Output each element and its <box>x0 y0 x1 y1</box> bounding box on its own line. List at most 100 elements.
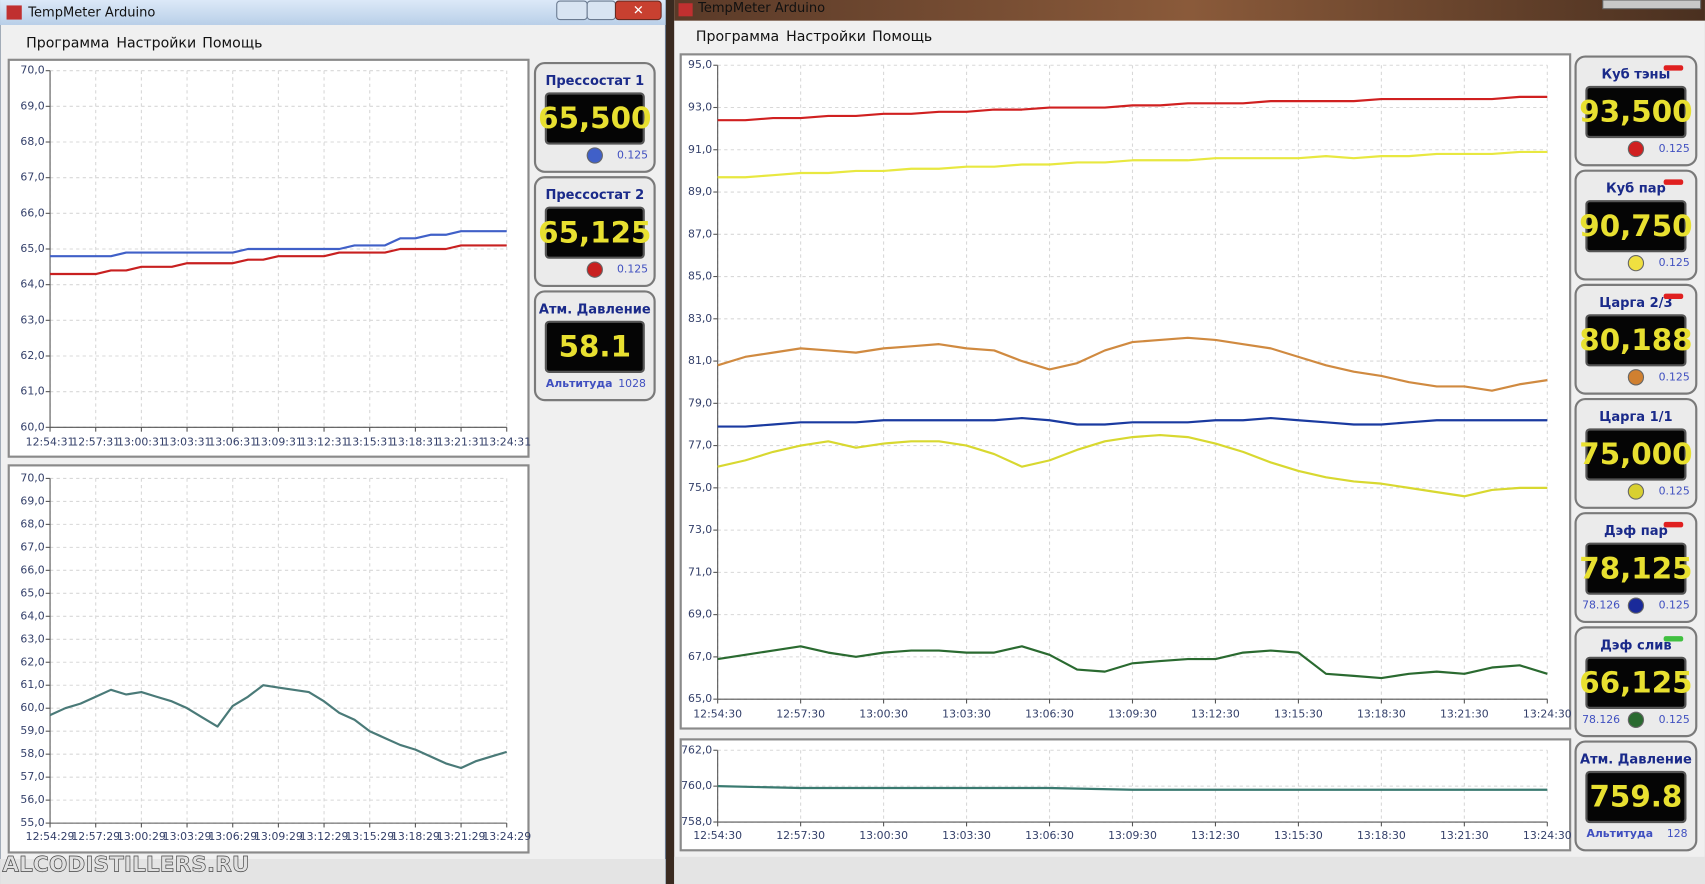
gauge-step: 0.125 <box>1659 484 1690 497</box>
gauge-display <box>1585 428 1687 481</box>
gauge-step: 0.125 <box>1659 256 1690 269</box>
gauge-title: Прессостат 1 <box>545 74 644 89</box>
gauge-title: Дэф пар <box>1604 524 1668 539</box>
gauge-value: 759.8 <box>1590 780 1683 814</box>
y-tick-label: 93,0 <box>688 101 712 114</box>
gauge-indicator <box>1663 65 1684 71</box>
x-tick-label: 13:03:30 <box>942 829 991 842</box>
series-line <box>717 416 1548 428</box>
gauge-dot <box>586 147 603 164</box>
x-tick-label: 13:12:29 <box>300 830 349 843</box>
y-tick-label: 62,0 <box>20 655 44 668</box>
y-tick-label: 70,0 <box>20 64 44 77</box>
y-tick-label: 75,0 <box>688 481 712 494</box>
x-tick-label: 13:12:30 <box>1191 829 1240 842</box>
x-tick-label: 13:15:30 <box>1274 707 1323 720</box>
x-tick-label: 12:54:30 <box>693 829 742 842</box>
x-tick-label: 13:12:31 <box>300 436 349 449</box>
x-tick-label: 12:57:30 <box>776 707 825 720</box>
x-tick-label: 13:12:30 <box>1191 707 1240 720</box>
x-tick-label: 13:15:29 <box>345 830 394 843</box>
y-tick-label: 67,0 <box>20 540 44 553</box>
watermark: ALCODISTILLERS.RU <box>2 853 249 878</box>
minimize-button[interactable] <box>556 0 588 21</box>
menu-item[interactable]: Программа <box>696 29 779 45</box>
gauge-dot <box>1627 254 1645 272</box>
series-line <box>50 230 507 258</box>
gauge-dot <box>1627 483 1645 500</box>
gauge-display <box>1585 542 1687 595</box>
x-tick-label: 12:54:31 <box>26 436 75 449</box>
gauge-indicator <box>1663 179 1684 185</box>
series-line <box>717 336 1548 392</box>
series-line <box>717 785 1548 791</box>
gauge-value: 58.1 <box>559 329 631 363</box>
y-tick-label: 65,0 <box>20 242 44 255</box>
gauge-step: 0.125 <box>1659 599 1690 612</box>
x-tick-label: 12:57:30 <box>776 829 825 842</box>
app-icon <box>6 5 22 20</box>
gauge-dot <box>1627 140 1645 158</box>
chart-frame <box>679 53 1572 730</box>
gauge-value: 66,125 <box>1579 665 1692 699</box>
gauge-alt-label: Альтитуда <box>1586 827 1653 840</box>
series-line <box>717 433 1548 498</box>
gauge-display <box>544 206 645 259</box>
maximize-button[interactable] <box>586 0 617 21</box>
y-tick-label: 83,0 <box>688 312 712 325</box>
gauge-indicator <box>1663 636 1684 642</box>
y-tick-label: 63,0 <box>20 313 44 326</box>
x-tick-label: 13:00:31 <box>117 436 166 449</box>
gauge-display <box>544 320 645 373</box>
gauge-display <box>1585 200 1687 253</box>
gauge-display <box>1585 770 1687 824</box>
y-tick-label: 69,0 <box>20 494 44 507</box>
gauge-title: Атм. Давление <box>539 302 651 317</box>
gauge-dot <box>586 261 603 278</box>
left-title-bar <box>0 0 666 26</box>
y-tick-label: 55,0 <box>20 816 44 829</box>
x-tick-label: 13:21:31 <box>437 436 486 449</box>
y-tick-label: 81,0 <box>688 354 712 367</box>
x-tick-label: 13:06:31 <box>208 436 257 449</box>
x-tick-label: 12:54:29 <box>26 830 75 843</box>
series-line <box>49 684 508 770</box>
y-tick-label: 70,0 <box>20 471 44 484</box>
gauge-dot <box>1627 369 1645 386</box>
x-tick-label: 13:18:30 <box>1357 829 1406 842</box>
gauge-value: 75,000 <box>1579 437 1692 471</box>
y-tick-label: 68,0 <box>20 517 44 530</box>
y-tick-label: 58,0 <box>20 747 44 760</box>
menu-item[interactable]: Помощь <box>872 29 932 45</box>
gauge-value: 90,750 <box>1579 209 1692 243</box>
x-tick-label: 13:03:31 <box>163 436 212 449</box>
menu-item[interactable]: Программа <box>26 35 109 51</box>
window-buttons[interactable] <box>1602 0 1702 10</box>
y-tick-label: 61,0 <box>20 678 44 691</box>
y-tick-label: 63,0 <box>20 632 44 645</box>
x-tick-label: 13:15:31 <box>345 436 394 449</box>
y-tick-label: 67,0 <box>20 171 44 184</box>
gauge-value: 65,500 <box>538 101 651 135</box>
x-tick-label: 13:06:29 <box>208 830 257 843</box>
gauge-step: 0.125 <box>617 263 648 276</box>
gauge-dot <box>1627 597 1645 614</box>
y-tick-label: 57,0 <box>20 770 44 783</box>
y-tick-label: 56,0 <box>20 793 44 806</box>
gauge-step: 0.125 <box>1659 370 1690 383</box>
y-tick-label: 77,0 <box>688 439 712 452</box>
gauge-title: Куб пар <box>1606 182 1666 197</box>
x-tick-label: 13:24:30 <box>1523 707 1572 720</box>
y-tick-label: 68,0 <box>20 135 44 148</box>
gauge-alt-value: 128 <box>1667 827 1688 840</box>
close-button[interactable] <box>614 0 662 21</box>
x-tick-label: 12:54:30 <box>693 707 742 720</box>
menu-item[interactable]: Помощь <box>202 35 262 51</box>
menu-item[interactable]: Настройки <box>116 35 196 51</box>
menu-item[interactable]: Настройки <box>786 29 866 45</box>
gauge-value: 65,125 <box>538 215 651 249</box>
x-tick-label: 13:06:30 <box>1025 707 1074 720</box>
gauge-display <box>1585 656 1687 709</box>
x-tick-label: 13:21:30 <box>1440 829 1489 842</box>
gauge-indicator <box>1663 293 1684 300</box>
